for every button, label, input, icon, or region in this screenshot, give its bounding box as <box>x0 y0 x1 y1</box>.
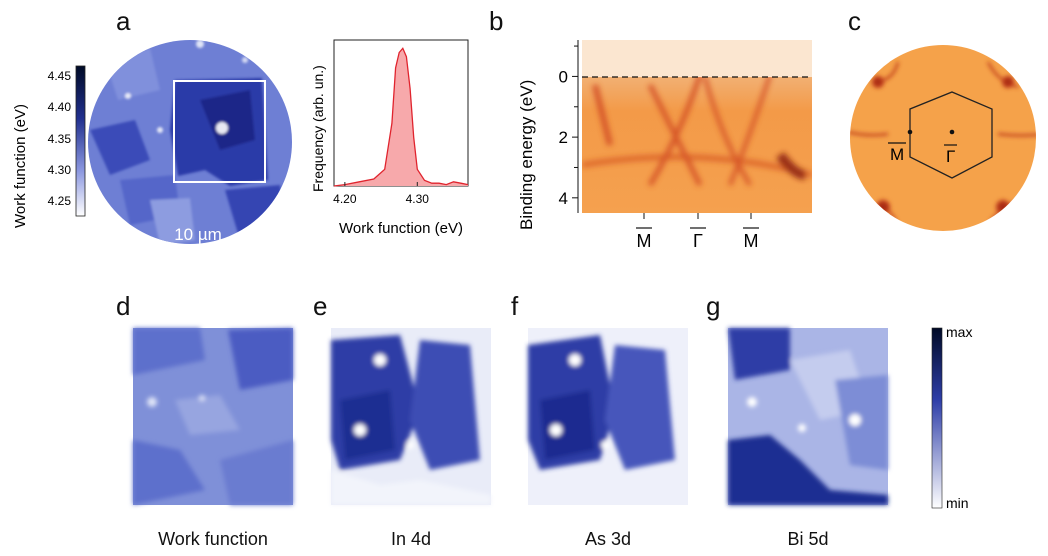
colorbar-tick: 4.30 <box>48 163 72 177</box>
caption-as-3d: As 3d <box>584 529 632 549</box>
panel-label-g: g <box>706 291 721 321</box>
work-function-histogram: 4.20 4.30 Work function (eV) Frequency (a… <box>310 39 469 237</box>
panel-label-c: c <box>848 6 861 36</box>
histogram-xtick-label: 4.20 <box>333 192 357 206</box>
scale-bar-label: 10 µm <box>174 225 222 244</box>
map-in-4d <box>331 328 491 505</box>
histogram-xlabel: Work function (eV) <box>339 220 463 237</box>
colorbar-label: Work function (eV) <box>12 104 29 228</box>
above-fermi-region <box>582 40 812 78</box>
region-of-interest-box <box>173 80 266 183</box>
arpes-band-map: 0 2 4 M Γ M Binding energy (eV) <box>517 40 812 251</box>
intensity-colorbar <box>931 327 943 509</box>
arpes-ytick-label: 2 <box>559 128 568 147</box>
brillouin-zone-hexagon <box>909 91 993 179</box>
panel-label-f: f <box>511 291 519 321</box>
work-function-map <box>88 40 292 244</box>
gamma-point <box>949 129 955 135</box>
colorbar-tick: 4.25 <box>48 194 72 208</box>
panel-label-d: d <box>116 291 131 321</box>
panel-label-b: b <box>489 6 504 36</box>
m-point <box>907 129 913 135</box>
arpes-xtick-label: Γ <box>693 231 703 251</box>
arpes-xtick-label: M <box>637 231 652 251</box>
caption-work-function: Work function <box>158 529 268 549</box>
arpes-ytick-label: 4 <box>559 189 568 208</box>
caption-bi-5d: Bi 5d <box>787 529 829 549</box>
m-label: M <box>890 145 904 164</box>
map-bi-5d <box>728 328 888 505</box>
element-maps: max min <box>133 324 972 511</box>
arpes-xtick-label: M <box>744 231 759 251</box>
colorbar-tick: 4.35 <box>48 132 72 146</box>
caption-in-4d: In 4d <box>390 529 432 549</box>
intensity-max-label: max <box>946 324 972 340</box>
histogram-area <box>334 48 468 186</box>
panel-a-figure: 4.45 4.40 4.35 4.30 4.25 Work function (… <box>12 40 292 250</box>
histogram-xtick-label: 4.30 <box>406 192 430 206</box>
panel-label-a: a <box>116 6 131 36</box>
arpes-ytick-label: 0 <box>559 67 568 86</box>
histogram-ylabel: Frequency (arb. un.) <box>310 65 326 192</box>
map-as-3d <box>528 328 688 505</box>
colorbar-tick: 4.45 <box>48 69 72 83</box>
histogram-line <box>333 47 469 187</box>
arpes-ylabel: Binding energy (eV) <box>517 80 536 230</box>
panel-label-e: e <box>313 291 328 321</box>
band-intensity <box>582 77 812 213</box>
gamma-label: Γ <box>946 147 955 166</box>
intensity-min-label: min <box>946 495 969 511</box>
work-function-colorbar <box>75 65 86 217</box>
map-work-function <box>133 328 293 505</box>
fermi-surface-map: M Γ <box>850 45 1036 231</box>
colorbar-tick: 4.40 <box>48 100 72 114</box>
